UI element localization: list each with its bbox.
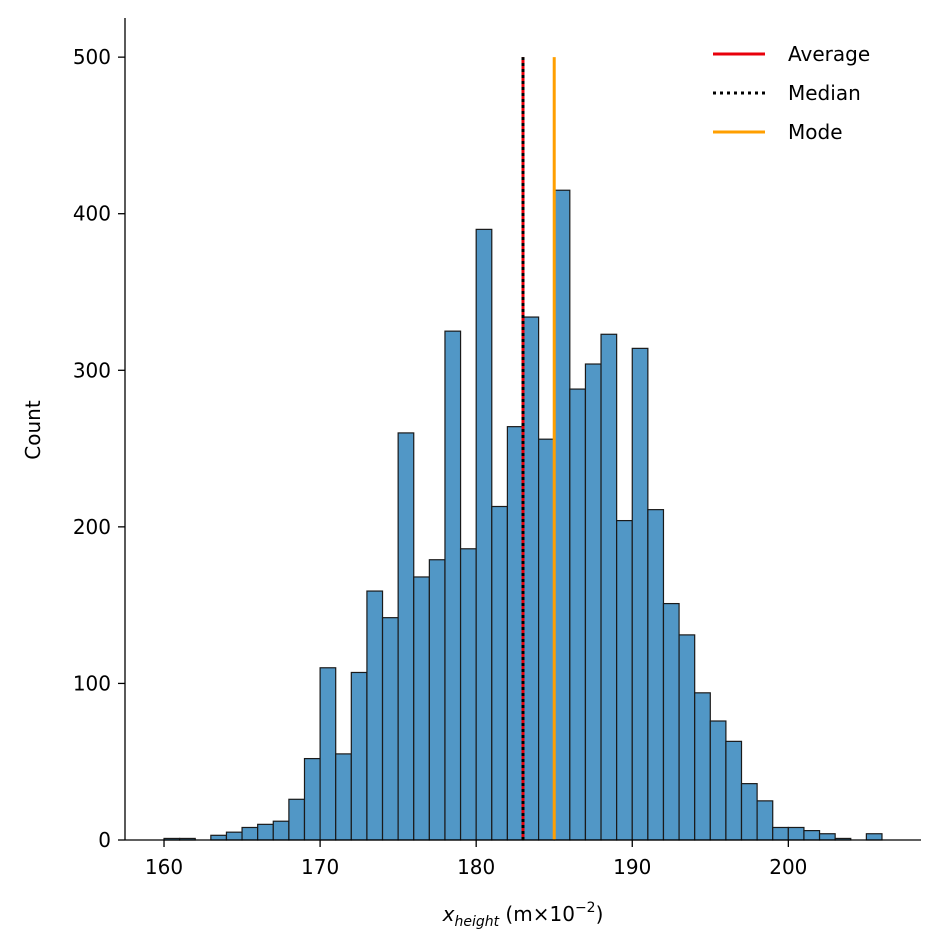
x-axis-label: xheight (m×10−2) [442, 900, 604, 930]
histogram-bar [350, 671, 368, 841]
legend-label-median: Median [788, 81, 861, 105]
x-ticks: 160 170 180 190 200 [145, 840, 807, 879]
x-tick-label: 200 [769, 855, 807, 879]
y-tick-label: 400 [73, 202, 111, 226]
histogram-bar [225, 831, 243, 841]
histogram-bar [257, 823, 274, 841]
x-tick-label: 180 [457, 855, 495, 879]
histogram-bar [381, 617, 399, 841]
histogram-bar [428, 559, 446, 841]
y-tick-label: 300 [73, 358, 111, 382]
histogram-bar [303, 757, 321, 841]
histogram-bar [662, 602, 680, 841]
y-axis-label: Count [21, 400, 45, 460]
histogram-bar [709, 720, 727, 841]
histogram-bar [506, 426, 524, 841]
reference-lines [521, 57, 556, 840]
histogram-bar [569, 388, 587, 841]
histogram-bar [319, 667, 337, 841]
histogram-bar [740, 783, 758, 841]
histogram-bar [413, 576, 430, 841]
histogram-bar [647, 509, 665, 841]
histogram-bar [241, 826, 259, 841]
y-tick-label: 500 [73, 45, 111, 69]
histogram-bar [522, 316, 540, 841]
histogram-bar [475, 228, 493, 841]
histogram-bar [616, 519, 633, 841]
histogram-bar [444, 330, 462, 841]
histogram-bar [678, 634, 696, 841]
histogram-bars [163, 189, 883, 841]
histogram-bar [725, 740, 743, 841]
histogram-bar [756, 800, 774, 841]
histogram-bar [694, 692, 711, 841]
legend: Average Median Mode [713, 42, 870, 144]
y-tick-label: 200 [73, 515, 111, 539]
legend-label-average: Average [788, 42, 870, 66]
histogram-bar [772, 826, 789, 841]
histogram-bar [631, 347, 649, 841]
histogram-bar [335, 753, 352, 841]
y-tick-label: 0 [98, 828, 111, 852]
y-ticks: 0 100 200 300 400 500 [73, 45, 125, 852]
x-tick-label: 160 [145, 855, 183, 879]
histogram-bar [600, 333, 618, 841]
legend-label-mode: Mode [788, 120, 843, 144]
histogram-bar [491, 505, 508, 841]
x-tick-label: 190 [613, 855, 651, 879]
histogram-bar [584, 363, 602, 841]
histogram-bar [397, 432, 415, 841]
histogram-bar [366, 590, 384, 841]
histogram-bar [553, 189, 571, 841]
histogram-bar [272, 820, 290, 841]
x-tick-label: 170 [301, 855, 339, 879]
histogram-bar [803, 830, 821, 841]
histogram-bar [818, 833, 836, 841]
histogram-bar [210, 834, 228, 841]
histogram-bar [787, 826, 805, 841]
histogram-bar [865, 833, 883, 841]
histogram-bar [288, 798, 306, 841]
histogram-bar [538, 438, 555, 841]
histogram-bar [459, 548, 477, 841]
y-tick-label: 100 [73, 671, 111, 695]
